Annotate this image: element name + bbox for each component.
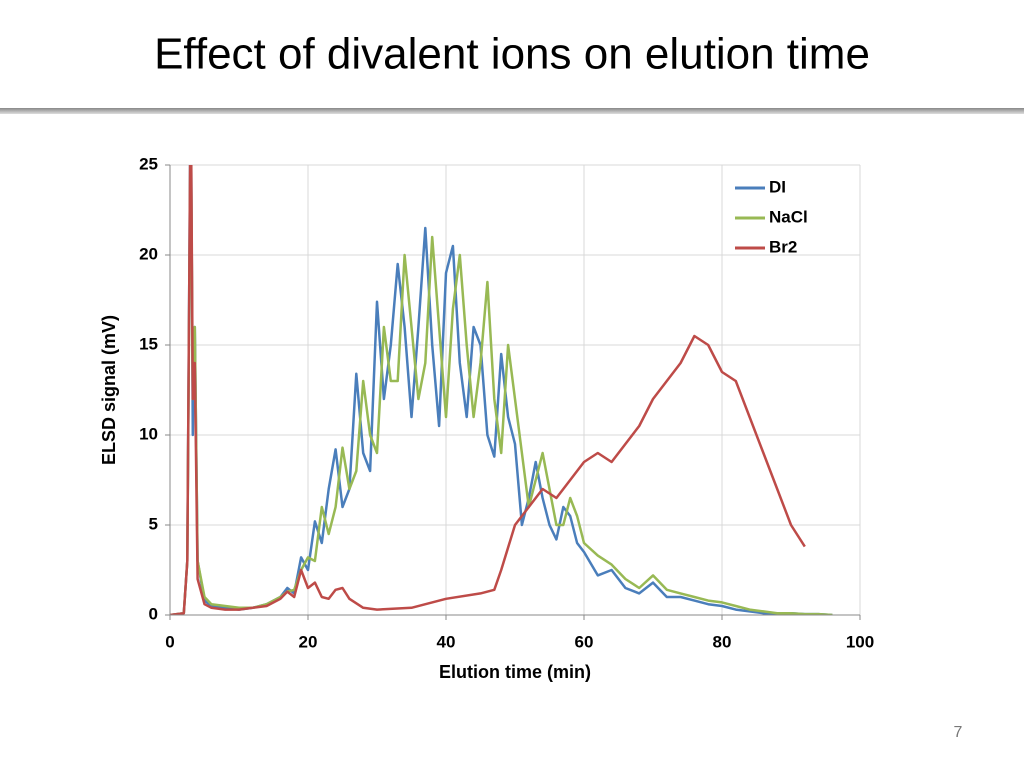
y-tick-label: 5	[149, 514, 158, 533]
y-tick-label: 15	[139, 334, 158, 353]
x-tick-label: 40	[437, 632, 456, 651]
x-tick-label: 0	[165, 632, 174, 651]
series-line	[170, 165, 833, 615]
x-tick-label: 20	[299, 632, 318, 651]
legend-label: DI	[769, 177, 786, 196]
x-tick-label: 100	[846, 632, 874, 651]
series-line	[170, 165, 806, 615]
y-tick-label: 10	[139, 424, 158, 443]
y-axis-title: ELSD signal (mV)	[99, 315, 119, 465]
x-tick-label: 60	[575, 632, 594, 651]
y-tick-label: 20	[139, 244, 158, 263]
x-tick-label: 80	[713, 632, 732, 651]
y-tick-label: 25	[139, 154, 158, 173]
axes: 0 5 10 15 20 25 0 20 40 60 80 100 DI NaCl Br2	[139, 154, 874, 651]
x-axis-title: Elution time (min)	[439, 662, 591, 682]
title-rule	[0, 108, 1024, 114]
legend-label: Br2	[769, 237, 797, 256]
legend-label: NaCl	[769, 207, 808, 226]
plot-lines	[170, 165, 833, 615]
y-tick-label: 0	[149, 604, 158, 623]
slide-title: Effect of divalent ions on elution time	[154, 30, 870, 79]
page-number: 7	[954, 724, 963, 741]
